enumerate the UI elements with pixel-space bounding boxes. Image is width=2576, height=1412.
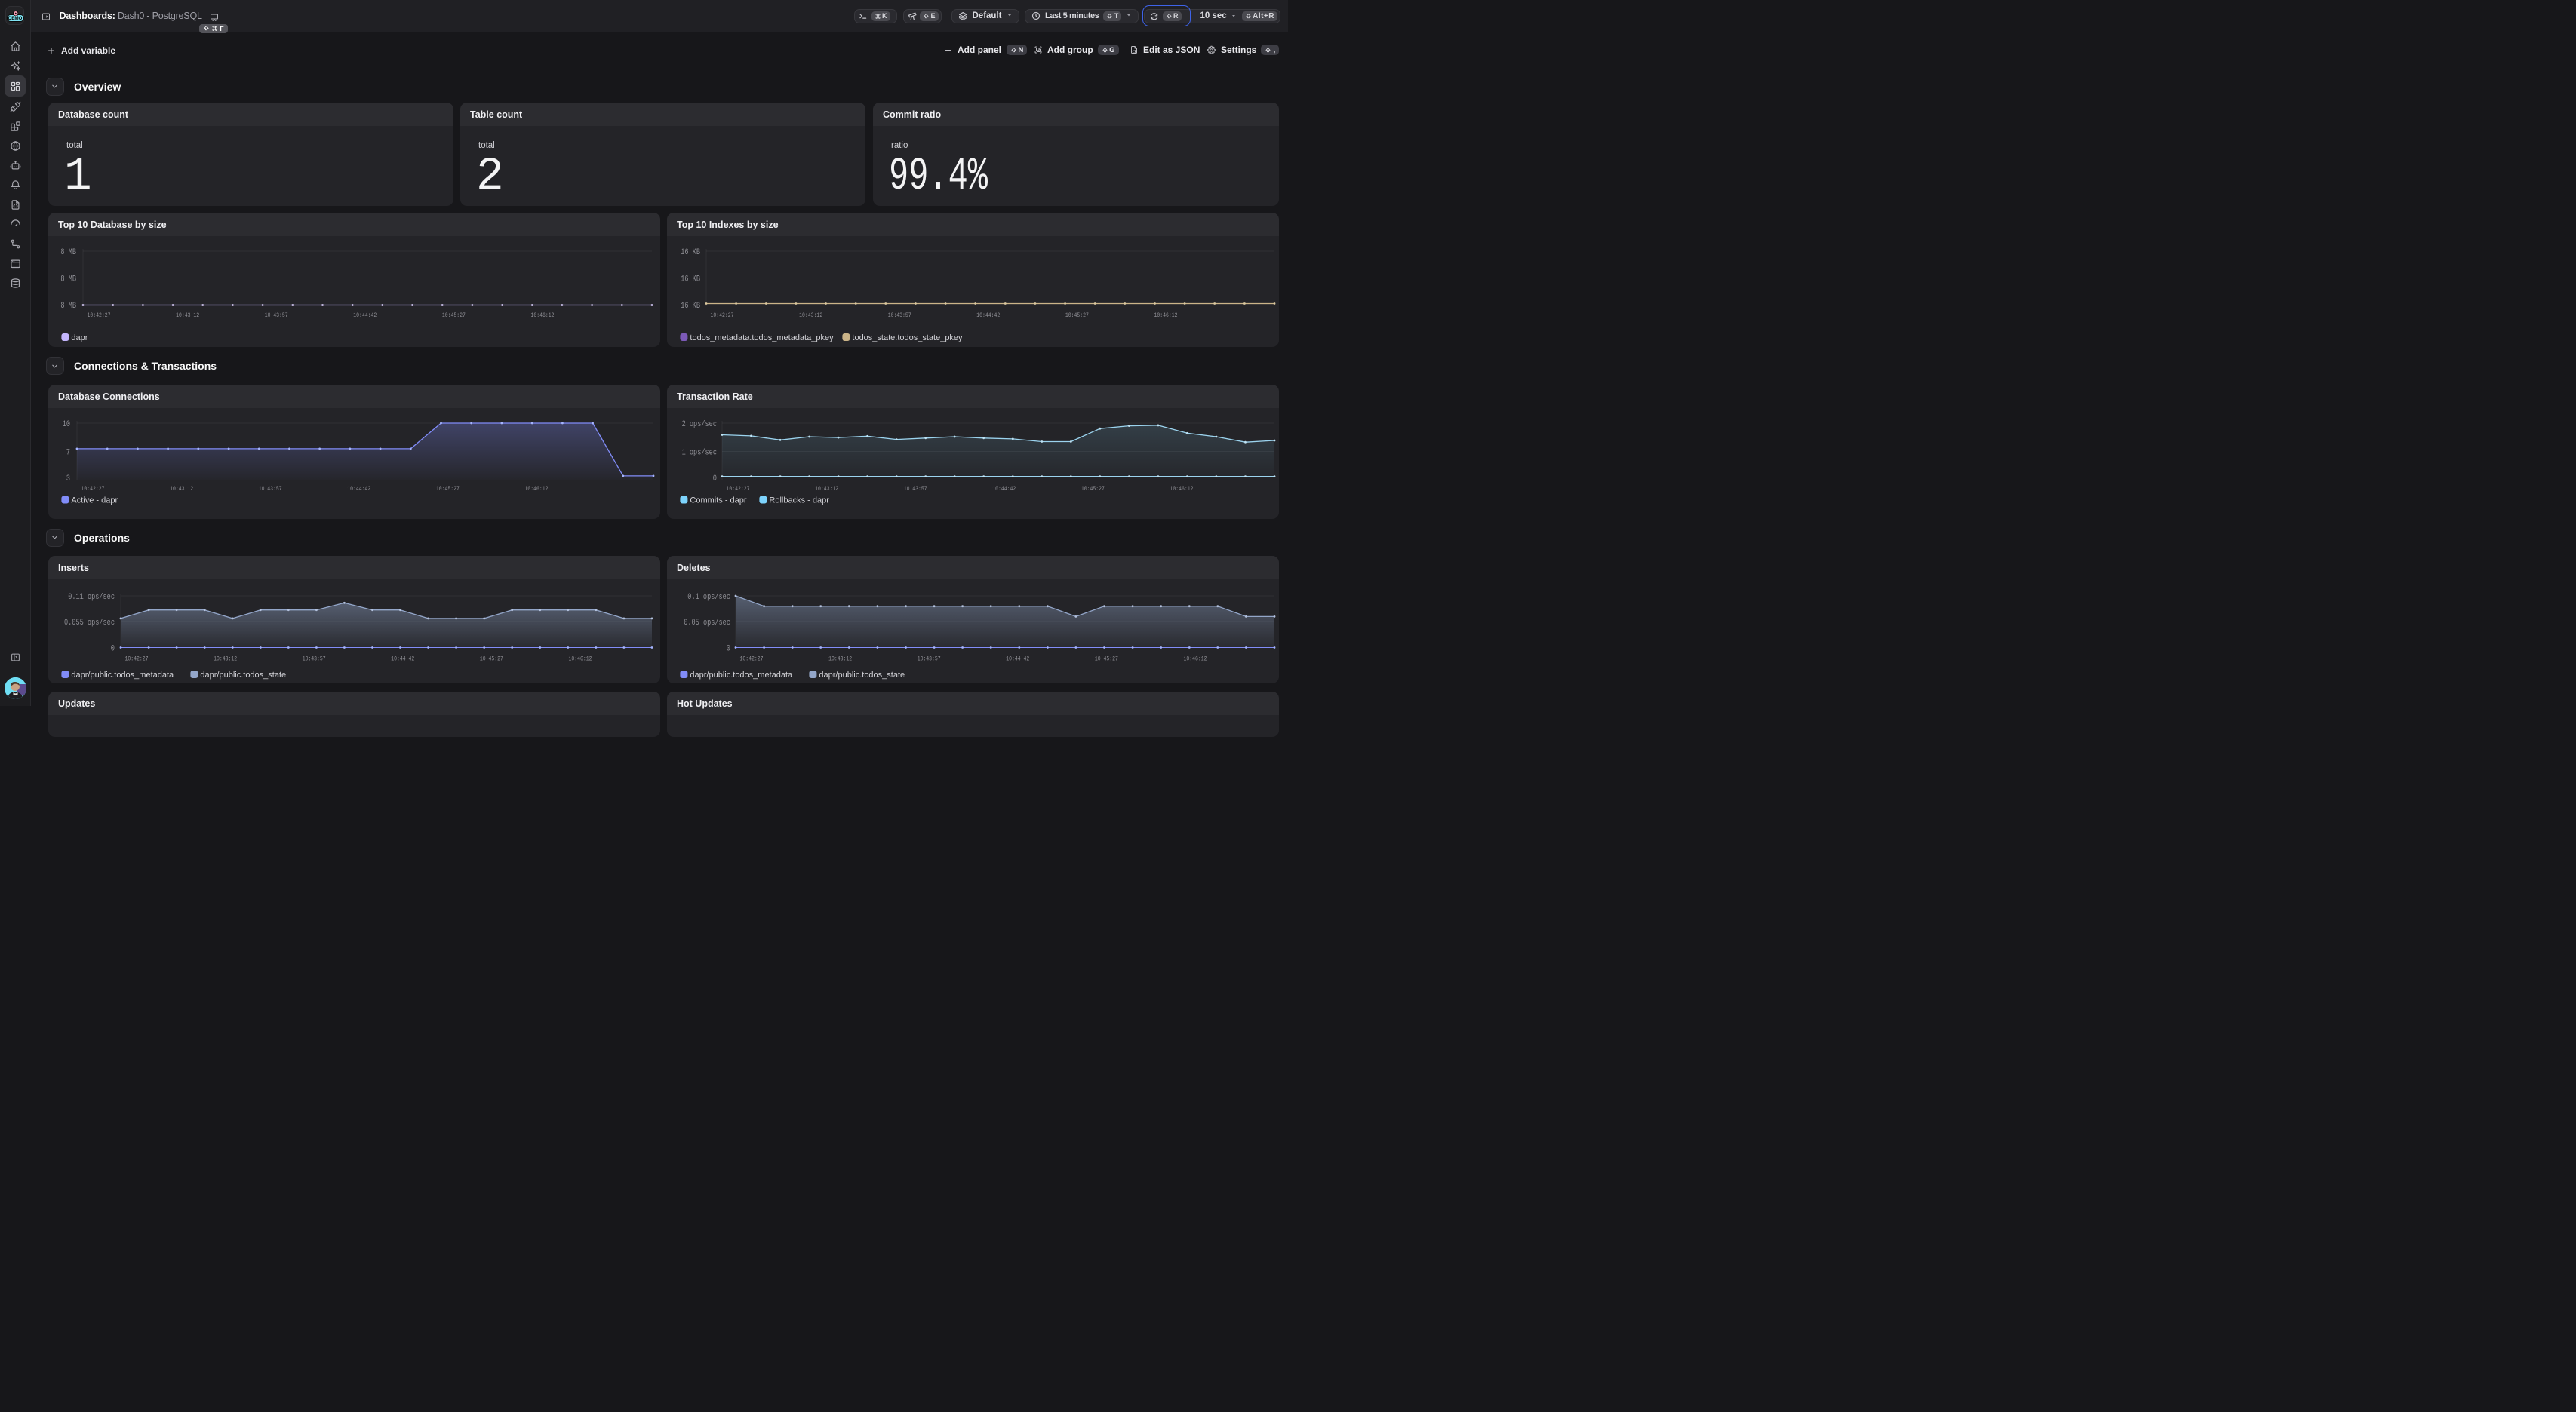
svg-text:10:45:27: 10:45:27 (1081, 485, 1105, 493)
svg-text:Rollbacks - dapr: Rollbacks - dapr (769, 496, 829, 505)
svg-text:10:44:42: 10:44:42 (353, 312, 377, 319)
svg-text:10:46:12: 10:46:12 (531, 312, 555, 319)
svg-text:10:45:27: 10:45:27 (436, 485, 460, 493)
svg-text:0: 0 (727, 644, 730, 653)
svg-text:10:43:12: 10:43:12 (815, 485, 838, 493)
svg-text:10:43:57: 10:43:57 (904, 485, 927, 493)
svg-text:0: 0 (713, 474, 717, 483)
svg-text:10:43:57: 10:43:57 (918, 655, 941, 663)
svg-text:10:42:27: 10:42:27 (711, 312, 734, 319)
svg-text:10:44:42: 10:44:42 (976, 312, 1000, 319)
svg-text:10:42:27: 10:42:27 (740, 655, 764, 663)
svg-text:10:42:27: 10:42:27 (125, 655, 149, 663)
svg-text:8 MB: 8 MB (60, 275, 76, 284)
svg-text:10:46:12: 10:46:12 (569, 655, 592, 663)
svg-text:10:42:27: 10:42:27 (727, 485, 750, 493)
svg-text:dapr: dapr (71, 333, 88, 342)
svg-text:10:43:12: 10:43:12 (214, 655, 237, 663)
svg-text:todos_metadata.todos_metadata_: todos_metadata.todos_metadata_pkey (690, 333, 834, 342)
svg-text:10:44:42: 10:44:42 (1006, 655, 1029, 663)
svg-text:10:43:57: 10:43:57 (259, 485, 282, 493)
svg-text:10:42:27: 10:42:27 (81, 485, 105, 493)
svg-text:10:45:27: 10:45:27 (1095, 655, 1118, 663)
svg-text:Commits - dapr: Commits - dapr (690, 496, 747, 505)
svg-text:10:45:27: 10:45:27 (1065, 312, 1089, 319)
svg-text:2: 2 (476, 151, 504, 196)
svg-text:10:43:57: 10:43:57 (303, 655, 326, 663)
svg-text:16 KB: 16 KB (681, 248, 700, 257)
svg-text:0.055 ops/sec: 0.055 ops/sec (64, 619, 115, 628)
svg-text:10:43:57: 10:43:57 (265, 312, 288, 319)
svg-text:0.1 ops/sec: 0.1 ops/sec (687, 593, 730, 602)
svg-text:8 MB: 8 MB (60, 248, 76, 257)
svg-text:10:44:42: 10:44:42 (391, 655, 414, 663)
svg-text:10:43:12: 10:43:12 (828, 655, 852, 663)
svg-text:dapr/public.todos_metadata: dapr/public.todos_metadata (690, 671, 793, 680)
svg-text:10:44:42: 10:44:42 (347, 485, 370, 493)
svg-text:2 ops/sec: 2 ops/sec (682, 420, 717, 429)
svg-text:99.4%: 99.4% (889, 151, 988, 196)
svg-text:dapr/public.todos_metadata: dapr/public.todos_metadata (71, 671, 174, 680)
svg-text:10:46:12: 10:46:12 (1184, 655, 1207, 663)
svg-text:16 KB: 16 KB (681, 302, 700, 311)
svg-text:10:45:27: 10:45:27 (442, 312, 466, 319)
svg-text:dapr/public.todos_state: dapr/public.todos_state (819, 671, 905, 680)
svg-text:10:43:57: 10:43:57 (888, 312, 911, 319)
svg-text:10:46:12: 10:46:12 (525, 485, 549, 493)
svg-text:10:43:12: 10:43:12 (170, 485, 193, 493)
svg-text:8 MB: 8 MB (60, 302, 76, 311)
svg-text:0.05 ops/sec: 0.05 ops/sec (684, 619, 730, 628)
svg-text:10:44:42: 10:44:42 (992, 485, 1016, 493)
svg-text:10:43:12: 10:43:12 (176, 312, 199, 319)
svg-text:0.11 ops/sec: 0.11 ops/sec (68, 593, 115, 602)
svg-text:3: 3 (66, 474, 70, 483)
svg-text:10:45:27: 10:45:27 (480, 655, 503, 663)
svg-text:todos_state.todos_state_pkey: todos_state.todos_state_pkey (852, 333, 963, 342)
svg-text:16 KB: 16 KB (681, 275, 700, 284)
svg-text:7: 7 (66, 448, 70, 457)
svg-text:1 ops/sec: 1 ops/sec (682, 448, 717, 457)
svg-text:10:46:12: 10:46:12 (1154, 312, 1178, 319)
svg-text:10:42:27: 10:42:27 (88, 312, 111, 319)
svg-text:1: 1 (64, 151, 92, 196)
svg-text:10: 10 (63, 420, 70, 429)
svg-text:Active - dapr: Active - dapr (71, 496, 118, 505)
svg-text:10:46:12: 10:46:12 (1170, 485, 1194, 493)
svg-text:dapr/public.todos_state: dapr/public.todos_state (200, 671, 286, 680)
svg-text:10:43:12: 10:43:12 (799, 312, 822, 319)
svg-text:0: 0 (111, 644, 115, 653)
